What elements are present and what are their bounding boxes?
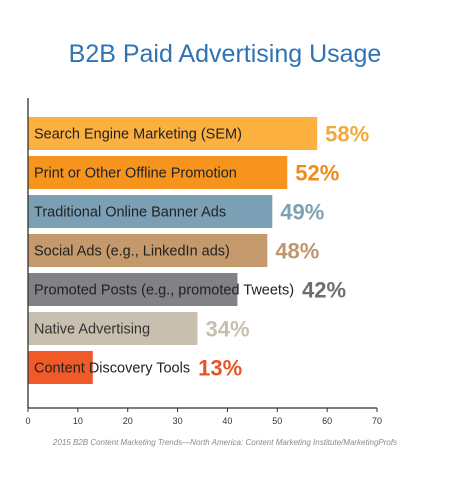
- x-tick-label: 30: [173, 416, 183, 426]
- bar: [28, 117, 318, 150]
- bar-value-label: 49%: [280, 200, 324, 225]
- x-tick-label: 70: [372, 416, 382, 426]
- x-tick-label: 60: [322, 416, 332, 426]
- bar-value-label: 52%: [295, 161, 339, 186]
- bar: [28, 351, 93, 384]
- bar: [28, 273, 238, 306]
- bar-value-label: 48%: [275, 239, 319, 264]
- bar: [28, 156, 288, 189]
- axes-layer: 0 10 20 30 40 50 60 70: [25, 98, 382, 426]
- x-tick-label: 40: [222, 416, 232, 426]
- x-tick-label: 20: [123, 416, 133, 426]
- bar-category-label: Print or Other Offline Promotion: [34, 166, 237, 182]
- bar-value-label: 42%: [302, 278, 346, 303]
- bar: [28, 195, 273, 228]
- x-tick-label: 10: [73, 416, 83, 426]
- bar-category-label: Traditional Online Banner Ads: [34, 205, 226, 221]
- x-tick-label: 0: [25, 416, 30, 426]
- chart-title: B2B Paid Advertising Usage: [68, 40, 382, 68]
- bar: [28, 312, 198, 345]
- bar-value-label: 58%: [325, 122, 369, 147]
- chart-source-note: 2015 B2B Content Marketing Trends—North …: [52, 438, 398, 447]
- bars-layer: Search Engine Marketing (SEM) 58% Print or…: [28, 117, 369, 384]
- bar: [28, 234, 268, 267]
- bar-category-label: Promoted Posts (e.g., promoted Tweets): [34, 283, 294, 299]
- bar-value-label: 34%: [206, 317, 250, 342]
- bar-category-label: Native Advertising: [34, 322, 150, 338]
- x-tick-label: 50: [272, 416, 282, 426]
- bar-category-label: Social Ads (e.g., LinkedIn ads): [34, 244, 230, 260]
- bar-category-label: Search Engine Marketing (SEM): [34, 127, 242, 143]
- bar-value-label: 13%: [198, 356, 242, 381]
- bar-category-label: Content Discovery Tools: [34, 361, 190, 377]
